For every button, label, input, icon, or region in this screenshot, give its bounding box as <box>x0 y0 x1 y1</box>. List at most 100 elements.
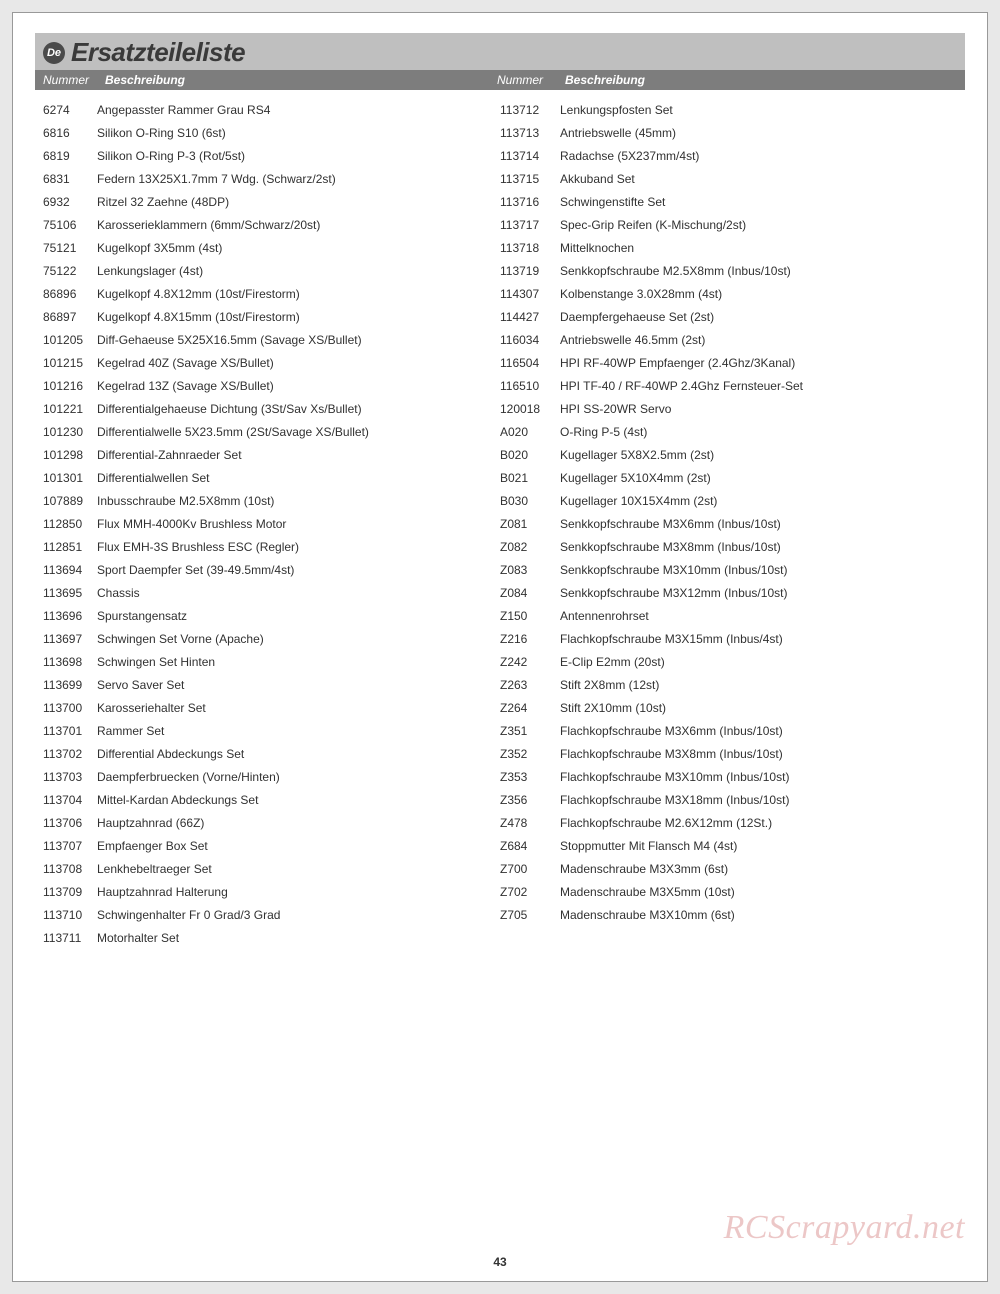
part-description: Flachkopfschraube M3X10mm (Inbus/10st) <box>560 771 957 783</box>
table-row: 113719Senkkopfschraube M2.5X8mm (Inbus/1… <box>500 259 957 282</box>
table-row: 120018HPI SS-20WR Servo <box>500 397 957 420</box>
part-description: Madenschraube M3X3mm (6st) <box>560 863 957 875</box>
part-description: Lenkungslager (4st) <box>97 265 500 277</box>
table-header: Nummer Beschreibung Nummer Beschreibung <box>35 70 965 90</box>
part-number: Z150 <box>500 610 560 622</box>
part-description: Kegelrad 13Z (Savage XS/Bullet) <box>97 380 500 392</box>
table-row: Z242E-Clip E2mm (20st) <box>500 650 957 673</box>
table-row: 113696Spurstangensatz <box>43 604 500 627</box>
table-row: Z351Flachkopfschraube M3X6mm (Inbus/10st… <box>500 719 957 742</box>
part-number: A020 <box>500 426 560 438</box>
table-row: 113707Empfaenger Box Set <box>43 834 500 857</box>
part-number: Z352 <box>500 748 560 760</box>
part-number: 113715 <box>500 173 560 185</box>
part-description: Spurstangensatz <box>97 610 500 622</box>
part-number: Z353 <box>500 771 560 783</box>
part-description: Kugellager 10X15X4mm (2st) <box>560 495 957 507</box>
part-description: Flux EMH-3S Brushless ESC (Regler) <box>97 541 500 553</box>
table-row: 101215Kegelrad 40Z (Savage XS/Bullet) <box>43 351 500 374</box>
part-description: Flachkopfschraube M3X18mm (Inbus/10st) <box>560 794 957 806</box>
part-description: Lenkhebeltraeger Set <box>97 863 500 875</box>
part-number: Z081 <box>500 518 560 530</box>
table-row: 113706Hauptzahnrad (66Z) <box>43 811 500 834</box>
part-description: Mittelknochen <box>560 242 957 254</box>
part-number: 114427 <box>500 311 560 323</box>
language-badge: De <box>43 42 65 64</box>
part-number: 113708 <box>43 863 97 875</box>
part-description: Differential-Zahnraeder Set <box>97 449 500 461</box>
part-description: Differential Abdeckungs Set <box>97 748 500 760</box>
part-number: 6932 <box>43 196 97 208</box>
part-number: 113699 <box>43 679 97 691</box>
part-description: O-Ring P-5 (4st) <box>560 426 957 438</box>
part-description: Differentialwellen Set <box>97 472 500 484</box>
page-number: 43 <box>13 1255 987 1269</box>
part-number: 101216 <box>43 380 97 392</box>
table-row: B030Kugellager 10X15X4mm (2st) <box>500 489 957 512</box>
table-row: 112850Flux MMH-4000Kv Brushless Motor <box>43 512 500 535</box>
table-row: Z083Senkkopfschraube M3X10mm (Inbus/10st… <box>500 558 957 581</box>
left-column: 6274Angepasster Rammer Grau RS46816Silik… <box>43 98 500 949</box>
table-row: 86896Kugelkopf 4.8X12mm (10st/Firestorm) <box>43 282 500 305</box>
part-number: Z082 <box>500 541 560 553</box>
part-description: Flachkopfschraube M3X6mm (Inbus/10st) <box>560 725 957 737</box>
header-number-right: Nummer <box>497 73 565 87</box>
part-description: Karosserieklammern (6mm/Schwarz/20st) <box>97 219 500 231</box>
part-description: Kugellager 5X8X2.5mm (2st) <box>560 449 957 461</box>
part-number: 113703 <box>43 771 97 783</box>
part-description: Inbusschraube M2.5X8mm (10st) <box>97 495 500 507</box>
right-column: 113712Lenkungspfosten Set113713Antriebsw… <box>500 98 957 949</box>
part-number: Z264 <box>500 702 560 714</box>
table-row: 113711Motorhalter Set <box>43 926 500 949</box>
part-number: 113713 <box>500 127 560 139</box>
title-bar: De Ersatzteileliste <box>35 33 965 70</box>
table-row: 113710Schwingenhalter Fr 0 Grad/3 Grad <box>43 903 500 926</box>
part-number: 116034 <box>500 334 560 346</box>
part-number: Z242 <box>500 656 560 668</box>
part-description: Hauptzahnrad Halterung <box>97 886 500 898</box>
table-row: 113700Karosseriehalter Set <box>43 696 500 719</box>
part-description: Kugelkopf 3X5mm (4st) <box>97 242 500 254</box>
table-row: 112851Flux EMH-3S Brushless ESC (Regler) <box>43 535 500 558</box>
part-number: Z083 <box>500 564 560 576</box>
part-number: 101298 <box>43 449 97 461</box>
part-number: 113707 <box>43 840 97 852</box>
parts-list-content: 6274Angepasster Rammer Grau RS46816Silik… <box>35 90 965 949</box>
part-number: Z216 <box>500 633 560 645</box>
part-description: Antriebswelle (45mm) <box>560 127 957 139</box>
part-description: Schwingenstifte Set <box>560 196 957 208</box>
part-description: Silikon O-Ring S10 (6st) <box>97 127 500 139</box>
part-number: 75122 <box>43 265 97 277</box>
table-row: 101221Differentialgehaeuse Dichtung (3St… <box>43 397 500 420</box>
table-row: B020Kugellager 5X8X2.5mm (2st) <box>500 443 957 466</box>
part-description: HPI RF-40WP Empfaenger (2.4Ghz/3Kanal) <box>560 357 957 369</box>
part-description: E-Clip E2mm (20st) <box>560 656 957 668</box>
table-row: 113695Chassis <box>43 581 500 604</box>
part-description: Daempfergehaeuse Set (2st) <box>560 311 957 323</box>
table-row: 6819Silikon O-Ring P-3 (Rot/5st) <box>43 144 500 167</box>
table-row: 113701Rammer Set <box>43 719 500 742</box>
part-description: Senkkopfschraube M3X6mm (Inbus/10st) <box>560 518 957 530</box>
part-description: Stift 2X8mm (12st) <box>560 679 957 691</box>
table-row: Z356Flachkopfschraube M3X18mm (Inbus/10s… <box>500 788 957 811</box>
part-description: Servo Saver Set <box>97 679 500 691</box>
part-description: Madenschraube M3X5mm (10st) <box>560 886 957 898</box>
part-number: 86897 <box>43 311 97 323</box>
part-description: Sport Daempfer Set (39-49.5mm/4st) <box>97 564 500 576</box>
table-row: 75106Karosserieklammern (6mm/Schwarz/20s… <box>43 213 500 236</box>
part-number: 75121 <box>43 242 97 254</box>
table-row: 113716Schwingenstifte Set <box>500 190 957 213</box>
table-row: 6932Ritzel 32 Zaehne (48DP) <box>43 190 500 213</box>
part-number: 114307 <box>500 288 560 300</box>
part-number: 113698 <box>43 656 97 668</box>
table-row: 113697Schwingen Set Vorne (Apache) <box>43 627 500 650</box>
part-description: Silikon O-Ring P-3 (Rot/5st) <box>97 150 500 162</box>
part-number: 6819 <box>43 150 97 162</box>
part-description: Chassis <box>97 587 500 599</box>
table-row: 75121Kugelkopf 3X5mm (4st) <box>43 236 500 259</box>
part-number: 107889 <box>43 495 97 507</box>
part-number: 112851 <box>43 541 97 553</box>
part-number: Z705 <box>500 909 560 921</box>
part-description: Schwingen Set Vorne (Apache) <box>97 633 500 645</box>
part-number: 113694 <box>43 564 97 576</box>
